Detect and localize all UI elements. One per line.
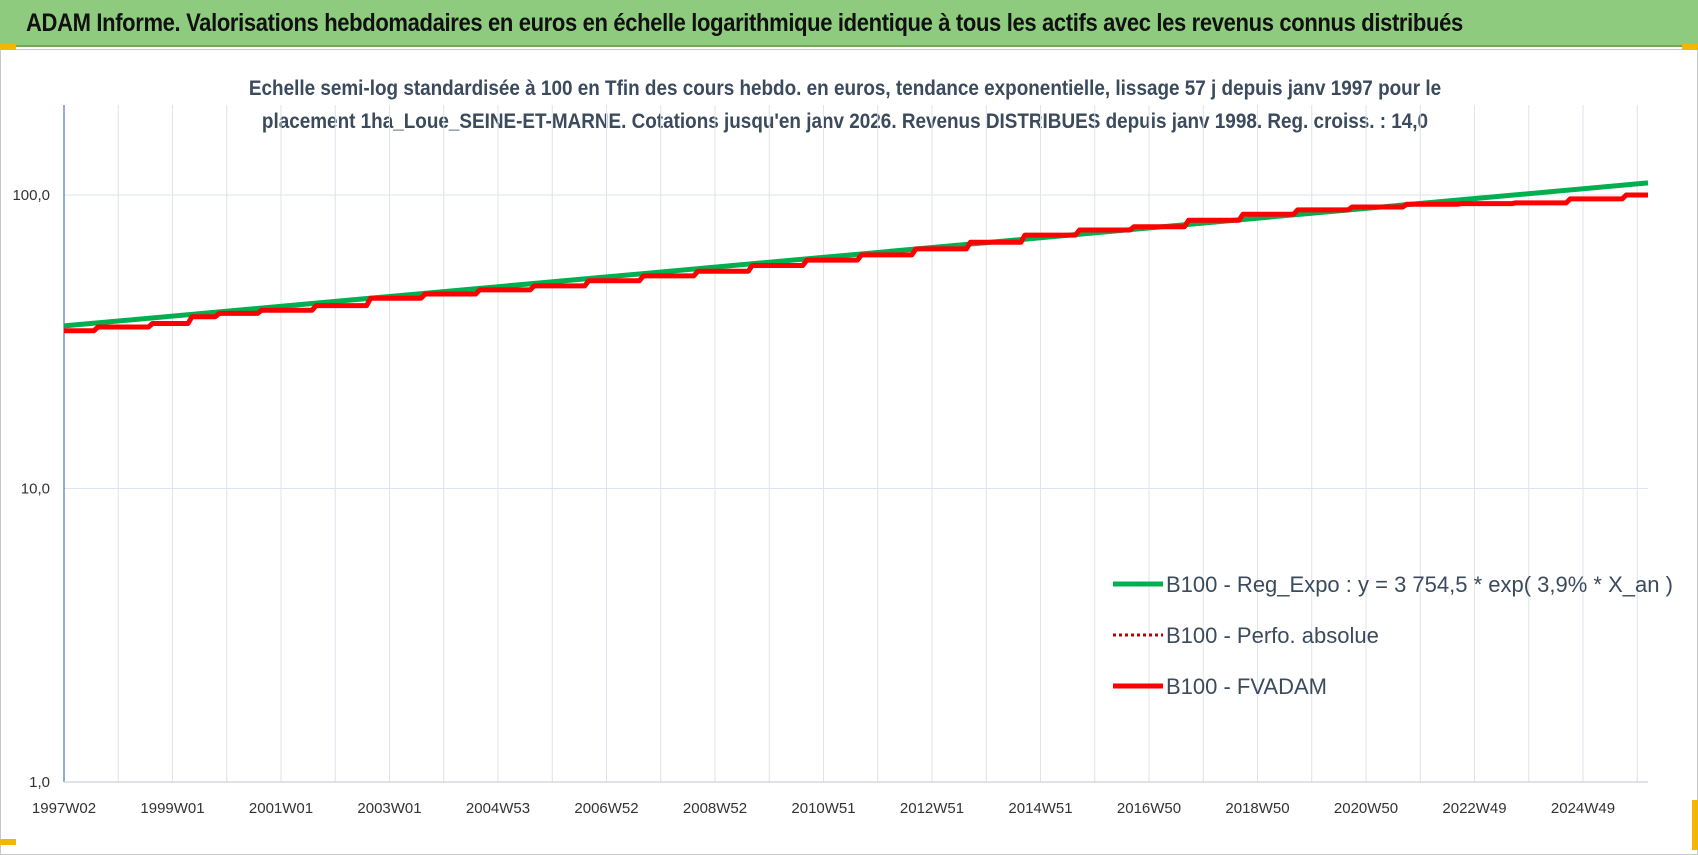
- corner-marker-top-left: [0, 44, 16, 50]
- corner-marker-top-right: [1682, 44, 1698, 50]
- banner-title: ADAM Informe. Valorisations hebdomadaire…: [26, 9, 1463, 37]
- corner-marker-bottom-right: [1692, 800, 1698, 850]
- x-tick-label: 2016W50: [1117, 800, 1181, 817]
- x-tick-label: 2018W50: [1225, 800, 1289, 817]
- x-tick-label: 2008W52: [683, 800, 747, 817]
- series-line-3: [64, 192, 1648, 334]
- chart-title-line-2: placement 1ha_Loue_SEINE-ET-MARNE. Cotat…: [261, 110, 1429, 133]
- x-tick-label: 2012W51: [900, 800, 964, 817]
- x-tick-label: 2004W53: [466, 800, 530, 817]
- chart-title: Echelle semi-log standardisée à 100 en T…: [247, 72, 1444, 138]
- y-tick-label: 1,0: [29, 774, 50, 791]
- chart-title-line-1: Echelle semi-log standardisée à 100 en T…: [248, 77, 1442, 100]
- x-tick-label: 2022W49: [1442, 800, 1506, 817]
- legend-label-2: B100 - Perfo. absolue: [1166, 623, 1379, 648]
- legend-label-3: B100 - FVADAM: [1166, 674, 1327, 699]
- corner-marker-bottom-left: [0, 839, 16, 845]
- y-tick-label: 10,0: [21, 481, 50, 498]
- banner: ADAM Informe. Valorisations hebdomadaire…: [0, 0, 1698, 47]
- y-tick-label: 100,0: [12, 187, 50, 204]
- x-tick-label: 2024W49: [1551, 800, 1615, 817]
- x-tick-label: 2006W52: [574, 800, 638, 817]
- legend-label-1: B100 - Reg_Expo : y = 3 754,5 * exp( 3,9…: [1166, 572, 1673, 597]
- x-tick-label: 1999W01: [140, 800, 204, 817]
- axes: 100,0 10,0 1,0 1997W02 1999W01 2001W01 2003W01…: [12, 105, 1648, 817]
- x-tick-label: 2020W50: [1334, 800, 1398, 817]
- x-tick-label: 2003W01: [357, 800, 421, 817]
- series: [63, 180, 1649, 334]
- x-tick-label: 2001W01: [249, 800, 313, 817]
- x-tick-label: 2014W51: [1008, 800, 1072, 817]
- x-tick-label: 1997W02: [32, 800, 96, 817]
- x-tick-label: 2010W51: [791, 800, 855, 817]
- legend: B100 - Reg_Expo : y = 3 754,5 * exp( 3,9…: [1113, 572, 1673, 699]
